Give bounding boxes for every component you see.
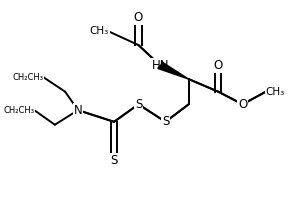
Text: O: O	[214, 59, 223, 72]
Text: O: O	[134, 11, 143, 24]
Text: CH₂CH₃: CH₂CH₃	[12, 73, 43, 82]
Text: S: S	[162, 115, 169, 128]
Text: CH₂CH₃: CH₂CH₃	[3, 106, 34, 115]
Text: HN: HN	[151, 59, 169, 72]
Polygon shape	[158, 62, 189, 79]
Text: N: N	[74, 104, 82, 117]
Text: CH₃: CH₃	[90, 26, 109, 36]
Text: CH₃: CH₃	[266, 87, 285, 97]
Text: S: S	[110, 154, 118, 167]
Text: O: O	[238, 98, 247, 111]
Text: S: S	[135, 98, 142, 111]
